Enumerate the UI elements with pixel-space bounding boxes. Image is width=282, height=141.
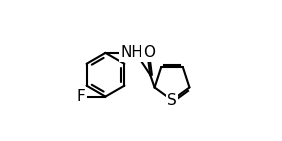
Text: S: S	[167, 93, 177, 108]
Text: F: F	[76, 89, 85, 104]
Text: NH: NH	[120, 45, 143, 60]
Text: O: O	[143, 45, 155, 60]
